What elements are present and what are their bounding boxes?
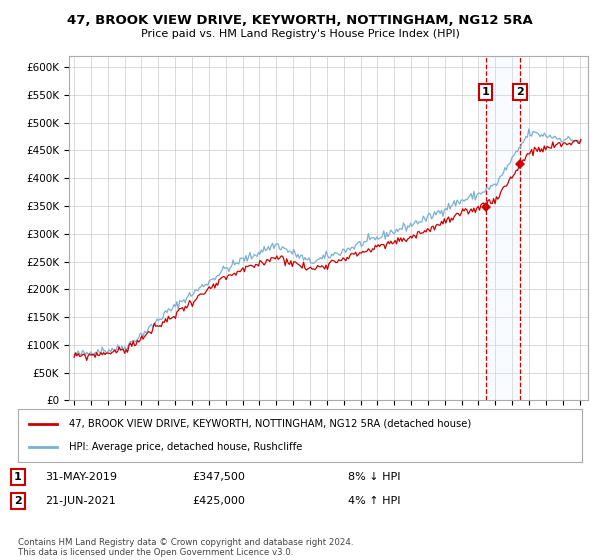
- Text: 2: 2: [14, 496, 22, 506]
- Text: 1: 1: [482, 87, 490, 97]
- Text: £347,500: £347,500: [192, 472, 245, 482]
- Text: Contains HM Land Registry data © Crown copyright and database right 2024.
This d: Contains HM Land Registry data © Crown c…: [18, 538, 353, 557]
- Text: 2: 2: [516, 87, 524, 97]
- Text: 1: 1: [14, 472, 22, 482]
- Text: 47, BROOK VIEW DRIVE, KEYWORTH, NOTTINGHAM, NG12 5RA (detached house): 47, BROOK VIEW DRIVE, KEYWORTH, NOTTINGH…: [69, 419, 471, 429]
- Text: 4% ↑ HPI: 4% ↑ HPI: [348, 496, 401, 506]
- Text: 47, BROOK VIEW DRIVE, KEYWORTH, NOTTINGHAM, NG12 5RA: 47, BROOK VIEW DRIVE, KEYWORTH, NOTTINGH…: [67, 14, 533, 27]
- Bar: [485, 56, 520, 400]
- Text: 21-JUN-2021: 21-JUN-2021: [45, 496, 116, 506]
- Text: £425,000: £425,000: [192, 496, 245, 506]
- Text: 8% ↓ HPI: 8% ↓ HPI: [348, 472, 401, 482]
- Text: HPI: Average price, detached house, Rushcliffe: HPI: Average price, detached house, Rush…: [69, 442, 302, 452]
- Text: Price paid vs. HM Land Registry's House Price Index (HPI): Price paid vs. HM Land Registry's House …: [140, 29, 460, 39]
- Text: 31-MAY-2019: 31-MAY-2019: [45, 472, 117, 482]
